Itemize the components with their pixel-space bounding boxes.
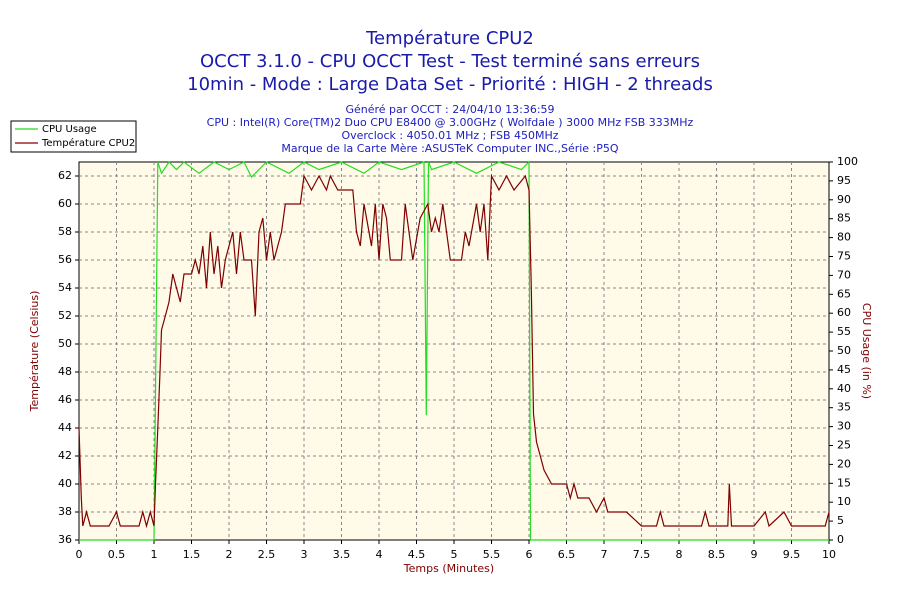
y2-tick-label: 30	[837, 420, 851, 433]
series-line	[78, 173, 830, 529]
x-tick-label: 0	[76, 548, 83, 561]
y2-tick-label: 10	[837, 495, 851, 508]
y2-tick-label: 20	[837, 457, 851, 470]
x-tick-label: 7.5	[633, 548, 651, 561]
x-tick-label: 1	[151, 548, 158, 561]
x-tick-label: 2.5	[258, 548, 276, 561]
y-tick-label: 44	[58, 421, 72, 434]
legend-label: CPU Usage	[42, 124, 97, 135]
y2-tick-label: 65	[837, 287, 851, 300]
y2-axis-label: CPU Usage (in %)	[860, 303, 873, 399]
x-tick-label: 6.5	[558, 548, 576, 561]
y-tick-label: 54	[58, 281, 72, 294]
chart-subtitle: OCCT 3.1.0 - CPU OCCT Test - Test termin…	[200, 51, 700, 72]
x-tick-label: 9	[751, 548, 758, 561]
y-tick-label: 38	[58, 505, 72, 518]
x-tick-label: 2	[226, 548, 233, 561]
y2-tick-label: 90	[837, 193, 851, 206]
x-tick-label: 6	[526, 548, 533, 561]
legend-box	[10, 120, 137, 153]
y-tick-label: 60	[58, 197, 72, 210]
y-tick-label: 36	[58, 533, 72, 546]
y2-tick-label: 70	[837, 268, 851, 281]
y-tick-label: 52	[58, 309, 72, 322]
info-line: Overclock : 4050.01 MHz ; FSB 450MHz	[341, 129, 558, 142]
y2-tick-label: 15	[837, 476, 851, 489]
y2-tick-label: 40	[837, 382, 851, 395]
y2-tick-label: 80	[837, 231, 851, 244]
x-tick-label: 8.5	[708, 548, 726, 561]
y2-tick-label: 45	[837, 363, 851, 376]
x-tick-label: 1.5	[183, 548, 201, 561]
y2-tick-label: 55	[837, 325, 851, 338]
x-tick-label: 10	[822, 548, 836, 561]
y2-tick-label: 50	[837, 344, 851, 357]
x-tick-label: 4.5	[408, 548, 426, 561]
y-tick-label: 46	[58, 393, 72, 406]
x-tick-label: 5.5	[483, 548, 501, 561]
legend-label: Température CPU2	[41, 137, 135, 149]
y-tick-label: 62	[58, 169, 72, 182]
y-axis-label: Température (Celsius)	[28, 291, 41, 413]
x-tick-label: 8	[676, 548, 683, 561]
x-tick-label: 7	[601, 548, 608, 561]
y-tick-label: 40	[58, 477, 72, 490]
y-tick-label: 48	[58, 365, 72, 378]
x-tick-label: 3	[301, 548, 308, 561]
y-tick-label: 56	[58, 253, 72, 266]
chart-subtitle: 10min - Mode : Large Data Set - Priorité…	[187, 74, 713, 95]
y-tick-label: 42	[58, 449, 72, 462]
y2-tick-label: 75	[837, 250, 851, 263]
y2-tick-label: 95	[837, 174, 851, 187]
x-tick-label: 4	[376, 548, 383, 561]
info-line: Généré par OCCT : 24/04/10 13:36:59	[345, 103, 554, 116]
y-tick-label: 50	[58, 337, 72, 350]
y2-tick-label: 100	[837, 155, 858, 168]
x-tick-label: 0.5	[108, 548, 126, 561]
y2-tick-label: 60	[837, 306, 851, 319]
y-tick-label: 58	[58, 225, 72, 238]
info-line: CPU : Intel(R) Core(TM)2 Duo CPU E8400 @…	[207, 116, 694, 129]
y2-tick-label: 5	[837, 514, 844, 527]
y2-tick-label: 35	[837, 401, 851, 414]
chart-title: Température CPU2	[365, 28, 534, 49]
y2-tick-label: 0	[837, 533, 844, 546]
x-tick-label: 3.5	[333, 548, 351, 561]
x-tick-label: 9.5	[783, 548, 801, 561]
y2-tick-label: 85	[837, 212, 851, 225]
y2-tick-label: 25	[837, 439, 851, 452]
x-axis-label: Temps (Minutes)	[403, 562, 494, 575]
series-line	[79, 160, 829, 541]
x-tick-label: 5	[451, 548, 458, 561]
info-line: Marque de la Carte Mère :ASUSTeK Compute…	[281, 142, 618, 155]
